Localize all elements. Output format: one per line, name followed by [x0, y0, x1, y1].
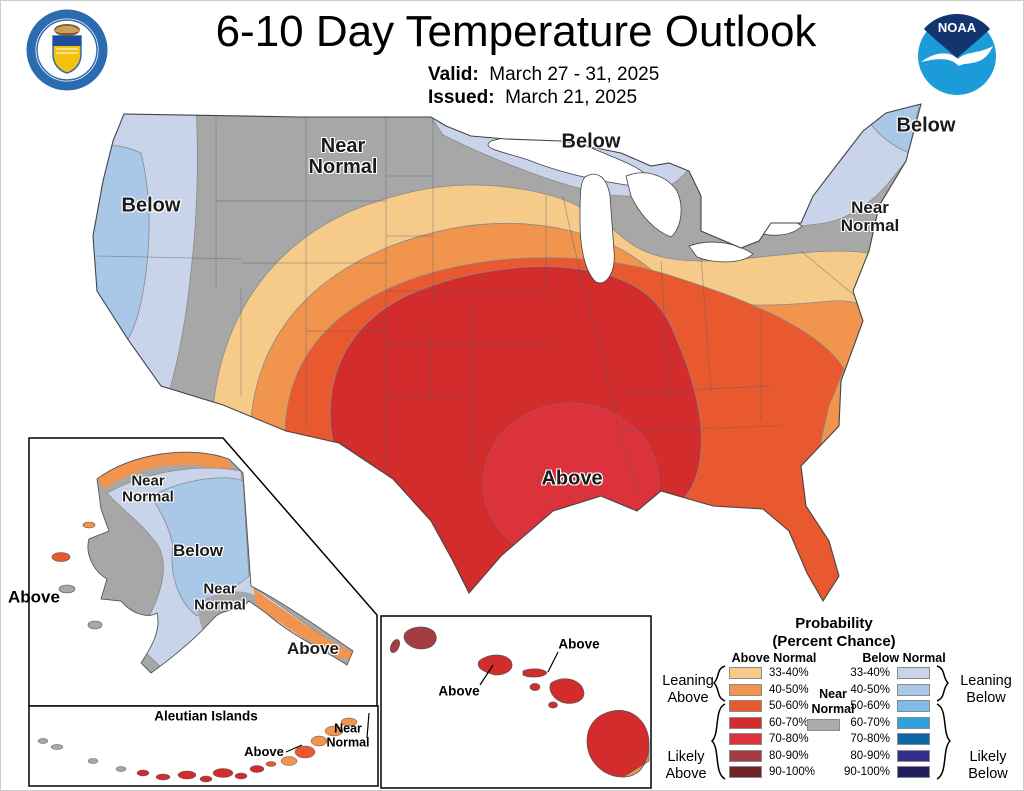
- alaska-label-below: Below: [172, 541, 224, 561]
- hawaii-above-pointer-1: [547, 651, 559, 673]
- legend-range-label: 80-90%: [769, 749, 809, 762]
- svg-text:NOAA: NOAA: [938, 20, 977, 35]
- noaa-logo-icon: NOAA: [918, 14, 996, 95]
- legend-swatch: [729, 667, 762, 679]
- aleutian-title: Aleutian Islands: [154, 708, 258, 724]
- map-label-ne-near-normal: Near Normal: [840, 198, 900, 235]
- island-red: [51, 552, 71, 562]
- legend-swatch: [897, 766, 930, 778]
- legend-range-label: 60-70%: [769, 716, 809, 729]
- legend-swatch: [897, 733, 930, 745]
- legend-swatch: [729, 766, 762, 778]
- map-label-west-below: Below: [121, 194, 181, 217]
- legend-near-normal-label: Near Normal: [811, 687, 855, 716]
- legend-swatch: [897, 667, 930, 679]
- legend-braces: [710, 665, 952, 780]
- aleutian-region: [37, 712, 370, 783]
- legend-row: 40-50%: [729, 683, 815, 696]
- page-title: 6-10 Day Temperature Outlook: [215, 7, 817, 56]
- legend-likely-above-label: Likely Above: [665, 749, 707, 782]
- legend-row: 50-60%: [729, 700, 815, 712]
- legend-row: 90-100%: [842, 766, 930, 778]
- legend-range-label: 40-50%: [769, 683, 809, 696]
- legend-row: 70-80%: [842, 733, 930, 745]
- legend-likely-below-label: Likely Below: [968, 749, 1008, 782]
- legend-row: 33-40%: [842, 667, 930, 679]
- legend-row: 50-60%: [842, 700, 930, 712]
- legend-range-label: 33-40%: [769, 667, 809, 679]
- map-label-nw-near-normal: Near Normal: [308, 135, 378, 178]
- legend-range-label: 80-90%: [850, 749, 890, 762]
- legend-swatch: [729, 683, 762, 696]
- valid-line: Valid: March 27 - 31, 2025: [428, 64, 660, 85]
- alaska-label-nw-near-normal: Near Normal: [122, 472, 174, 505]
- aleutian-label-above: Above: [244, 743, 284, 759]
- legend-range-label: 70-80%: [850, 733, 890, 745]
- aleutian-nearnormal-pointer: [366, 712, 370, 739]
- north-below-50-60-band: [504, 108, 650, 131]
- legend-swatch: [897, 683, 930, 696]
- map-label-center-above: Above: [541, 467, 603, 490]
- legend-range-label: 90-100%: [843, 766, 890, 778]
- legend-leaning-below-label: Leaning Below: [960, 673, 1012, 706]
- legend-near-normal-swatch: [807, 719, 840, 731]
- legend-range-label: 70-80%: [769, 733, 809, 745]
- hawaii-label-above-1: Above: [558, 636, 600, 652]
- dept-of-commerce-seal-icon: [26, 9, 108, 91]
- legend-title: Probability (Percent Chance): [772, 615, 896, 650]
- legend-range-label: 60-70%: [850, 716, 890, 729]
- legend-row: 70-80%: [729, 733, 815, 745]
- legend-swatch: [729, 700, 762, 712]
- issued-line: Issued: March 21, 2025: [428, 87, 638, 108]
- legend-swatch: [729, 716, 762, 729]
- legend-range-label: 50-60%: [769, 700, 809, 712]
- legend-swatch: [897, 716, 930, 729]
- legend-below-header: Below Normal: [862, 651, 946, 665]
- legend-leaning-above-label: Leaning Above: [662, 673, 714, 706]
- alaska-label-south-near-normal: Near Normal: [194, 580, 246, 613]
- legend-row: 60-70%: [842, 716, 930, 729]
- hawaii-label-above-2: Above: [438, 683, 480, 699]
- legend-row: 90-100%: [729, 766, 815, 778]
- legend-range-label: 50-60%: [850, 700, 890, 712]
- legend-row: 80-90%: [842, 749, 930, 762]
- legend-row: 33-40%: [729, 667, 815, 679]
- west-below-40-50-band: [93, 144, 150, 356]
- hawaii-above-pointer-2: [479, 664, 494, 686]
- legend-range-label: 90-100%: [769, 766, 816, 778]
- great-lakes: [487, 135, 803, 284]
- legend-row: 60-70%: [729, 716, 815, 729]
- aleutian-above-pointer: [285, 744, 303, 753]
- legend-row: 40-50%: [842, 683, 930, 696]
- legend-above-column: 33-40% 40-50% 50-60% 60-70% 70-80% 80-90% 90-1…: [729, 667, 815, 778]
- legend-range-label: 33-40%: [850, 667, 890, 679]
- legend-swatch: [729, 733, 762, 745]
- state-borders: [96, 114, 862, 494]
- map-label-ne-below: Below: [896, 114, 956, 137]
- alaska-label-panhandle-above: Above: [287, 639, 339, 659]
- legend-swatch: [729, 749, 762, 762]
- legend-row: 80-90%: [729, 749, 815, 762]
- legend: Probability (Percent Chance) Above Norma…: [649, 611, 1023, 790]
- legend-swatch: [897, 749, 930, 762]
- alaska-label-west-above: Above: [8, 587, 60, 607]
- map-label-north-below: Below: [561, 130, 621, 153]
- aleutian-label-near-normal: Near Normal: [326, 721, 370, 749]
- legend-range-label: 40-50%: [850, 683, 890, 696]
- legend-above-header: Above Normal: [731, 651, 817, 665]
- legend-below-column: 33-40% 40-50% 50-60% 60-70% 70-80% 80-90% 90-1…: [842, 667, 930, 778]
- conus-outline: [92, 103, 922, 603]
- legend-swatch: [897, 700, 930, 712]
- issue-block: Valid: March 27 - 31, 2025 Issued: March…: [428, 63, 659, 109]
- hawaii-region: [389, 626, 650, 778]
